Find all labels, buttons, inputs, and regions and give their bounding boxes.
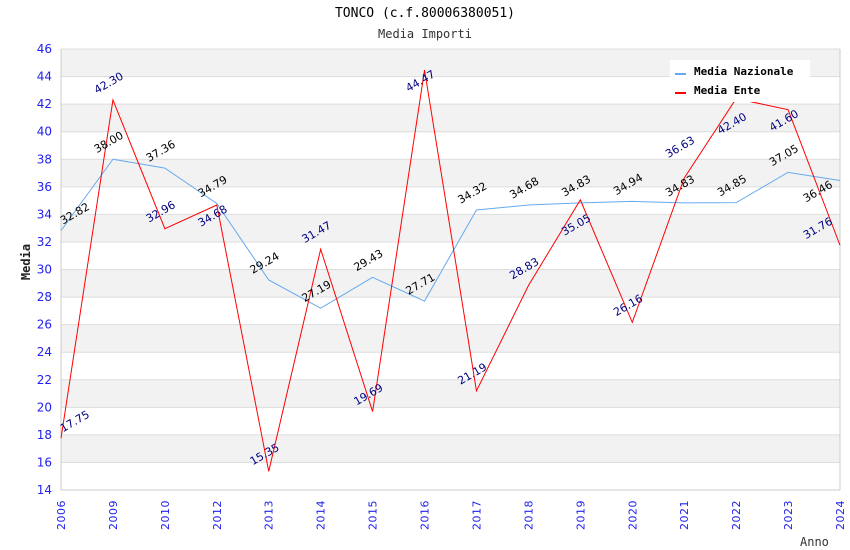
x-tick-label: 2020 (626, 500, 639, 530)
legend-label: Media Ente (694, 84, 761, 97)
y-tick-label: 34 (37, 207, 52, 221)
grid-band (61, 324, 840, 353)
grid-band (61, 462, 840, 490)
x-tick-label: 2018 (522, 500, 535, 530)
x-axis-label: Anno (800, 535, 829, 549)
y-tick-label: 30 (37, 263, 52, 277)
x-tick-label: 2024 (834, 500, 847, 530)
grid-band (61, 159, 840, 187)
grid-band (61, 434, 840, 463)
grid-band (61, 352, 840, 380)
x-tick-label: 2014 (315, 500, 328, 530)
x-tick-label: 2017 (470, 500, 483, 530)
y-tick-label: 18 (37, 428, 52, 442)
x-tick-label: 2019 (574, 500, 587, 530)
plot-background (60, 48, 841, 491)
x-tick-label: 2006 (55, 500, 68, 530)
legend-box (670, 60, 810, 102)
grid-band (61, 407, 840, 435)
y-tick-label: 20 (37, 400, 52, 414)
x-tick-label: 2023 (782, 500, 795, 530)
x-tick-label: 2022 (730, 500, 743, 530)
series-line-ente (60, 70, 841, 472)
y-tick-label: 26 (37, 318, 52, 332)
chart-title: TONCO (c.f.80006380051) (334, 6, 515, 21)
y-tick-label: 24 (37, 345, 52, 359)
grid-band (61, 297, 840, 325)
series-lines (60, 70, 841, 472)
y-tick-label: 46 (37, 42, 52, 56)
x-tick-label: 2015 (367, 500, 380, 530)
y-tick-label: 42 (37, 97, 52, 111)
y-tick-label: 44 (37, 70, 52, 84)
y-axis-label: Media (19, 244, 33, 280)
grid-band (61, 186, 840, 215)
y-tick-label: 32 (37, 235, 52, 249)
y-tick-label: 36 (37, 180, 52, 194)
y-tick-label: 22 (37, 373, 52, 387)
x-tick-label: 2012 (211, 500, 224, 530)
legend-label: Media Nazionale (694, 65, 794, 78)
grid-band (61, 131, 840, 160)
y-tick-label: 28 (37, 290, 52, 304)
chart-subtitle: Media Importi (378, 27, 472, 41)
y-tick-label: 40 (37, 125, 52, 139)
x-tick-label: 2021 (678, 500, 691, 530)
x-tick-label: 2010 (159, 500, 172, 530)
x-tick-label: 2016 (419, 500, 432, 530)
grid-band (61, 269, 840, 298)
x-tick-label: 2013 (263, 500, 276, 530)
series-line-nazionale (60, 158, 841, 309)
x-tick-label: 2009 (107, 500, 120, 530)
grid-band (61, 104, 840, 132)
y-tick-label: 16 (37, 455, 52, 469)
y-tick-label: 38 (37, 152, 52, 166)
y-tick-label: 14 (37, 483, 52, 497)
grid-band (61, 379, 840, 408)
